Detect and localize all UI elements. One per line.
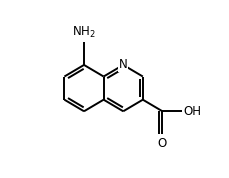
Text: O: O	[157, 137, 166, 150]
Text: NH$_2$: NH$_2$	[72, 25, 95, 40]
Text: OH: OH	[183, 105, 201, 118]
Text: N: N	[118, 58, 127, 71]
